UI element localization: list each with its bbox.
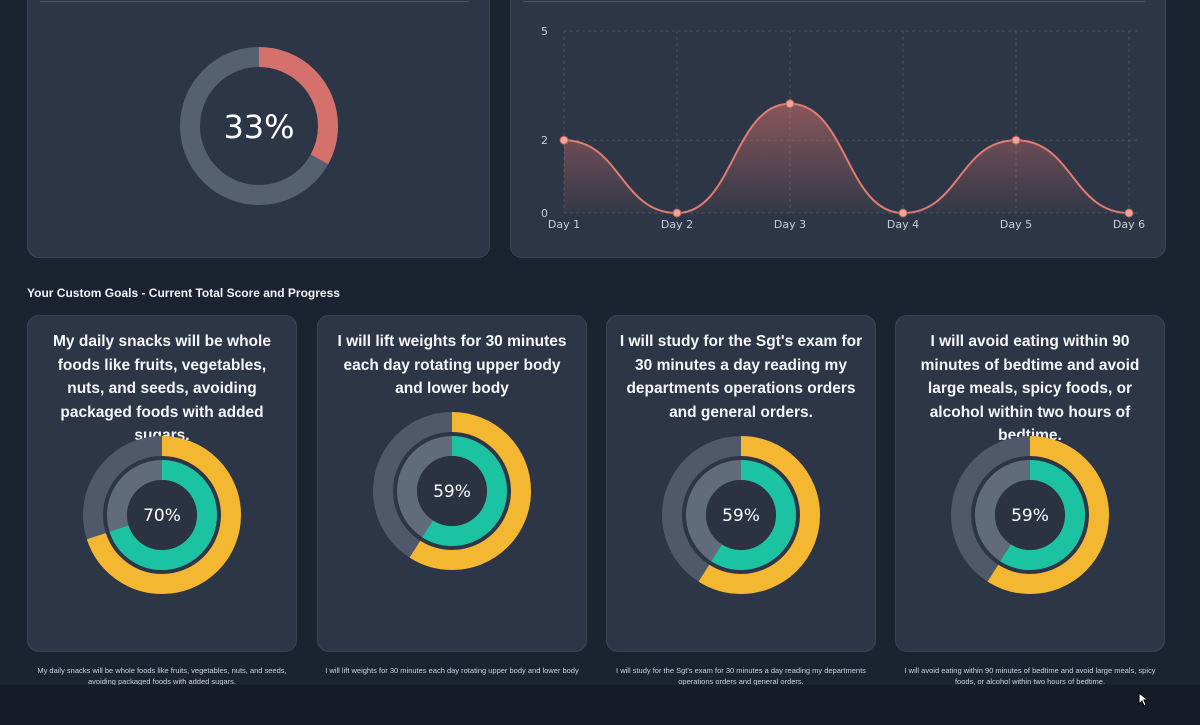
goal-inner-arc [975, 460, 1085, 570]
goal-outer-arc [662, 436, 820, 594]
bottom-bar [0, 685, 1200, 725]
goal-card[interactable]: I will lift weights for 30 minutes each … [317, 315, 587, 652]
goal-card[interactable]: I will avoid eating within 90 minutes of… [895, 315, 1165, 652]
goal-donut: 59% [661, 435, 821, 595]
trend-data-point [559, 135, 569, 145]
x-tick-label: Day 1 [548, 218, 580, 231]
trend-data-point [898, 208, 908, 218]
x-tick-label: Day 6 [1113, 218, 1145, 231]
overall-donut: 33% [180, 47, 338, 205]
trend-data-point [1011, 135, 1021, 145]
overall-progress-card: 33% [27, 0, 490, 258]
goal-donut: 59% [372, 411, 532, 571]
goal-card[interactable]: I will study for the Sgt's exam for 30 m… [606, 315, 876, 652]
goal-caption: I will study for the Sgt's exam for 30 m… [616, 666, 866, 686]
goal-center [127, 480, 197, 550]
trend-data-point [1124, 208, 1134, 218]
trend-data-point [672, 208, 682, 218]
goal-center [995, 480, 1065, 550]
goal-title: I will study for the Sgt's exam for 30 m… [619, 333, 863, 421]
card-divider [40, 1, 469, 2]
goal-caption: I will lift weights for 30 minutes each … [325, 666, 579, 675]
goal-title: I will lift weights for 30 minutes each … [337, 333, 567, 397]
goal-percent-label: 59% [1011, 506, 1049, 526]
goal-title: My daily snacks will be whole foods like… [53, 333, 271, 444]
goal-title: I will avoid eating within 90 minutes of… [920, 333, 1140, 444]
goal-inner-arc [686, 460, 796, 570]
goal-donut: 70% [82, 435, 242, 595]
score-trend-chart: 0 2 5 Day 1 Day 2 Day 3 Day 4 Day 5 Day 6 [541, 25, 1145, 231]
y-tick-label: 5 [541, 25, 548, 38]
goal-ring-chart: 59% [951, 436, 1109, 594]
goal-ring-chart: 70% [83, 436, 241, 594]
goal-inner-arc [397, 436, 507, 546]
goal-percent-label: 70% [143, 506, 181, 526]
goal-center [417, 456, 487, 526]
goal-inner-arc [107, 460, 217, 570]
goals-section-title: Your Custom Goals - Current Total Score … [27, 286, 340, 300]
x-tick-label: Day 2 [661, 218, 693, 231]
goal-center [706, 480, 776, 550]
goal-donut: 59% [950, 435, 1110, 595]
goal-outer-arc [83, 436, 241, 594]
goal-percent-label: 59% [722, 506, 760, 526]
x-tick-label: Day 4 [887, 218, 919, 231]
x-tick-label: Day 5 [1000, 218, 1032, 231]
goal-caption: I will avoid eating within 90 minutes of… [904, 666, 1156, 686]
overall-donut-progress-arc [180, 47, 338, 205]
trend-data-point [785, 99, 795, 109]
goal-caption: My daily snacks will be whole foods like… [37, 666, 287, 686]
mouse-cursor-icon [1138, 692, 1150, 707]
y-tick-label: 0 [541, 207, 548, 220]
overall-percent-label: 33% [223, 108, 294, 146]
goal-ring-chart: 59% [662, 436, 820, 594]
goal-ring-chart: 59% [373, 412, 531, 570]
score-trend-card: 0 2 5 Day 1 Day 2 Day 3 Day 4 Day 5 Day 6 [510, 0, 1166, 258]
trend-area-fill [564, 103, 1129, 213]
goal-outer-arc [951, 436, 1109, 594]
card-divider [523, 1, 1145, 2]
y-tick-label: 2 [541, 134, 548, 147]
goal-percent-label: 59% [433, 482, 471, 502]
goal-card[interactable]: My daily snacks will be whole foods like… [27, 315, 297, 652]
goal-outer-arc [373, 412, 531, 570]
trend-series-line [563, 102, 1130, 215]
x-tick-label: Day 3 [774, 218, 806, 231]
